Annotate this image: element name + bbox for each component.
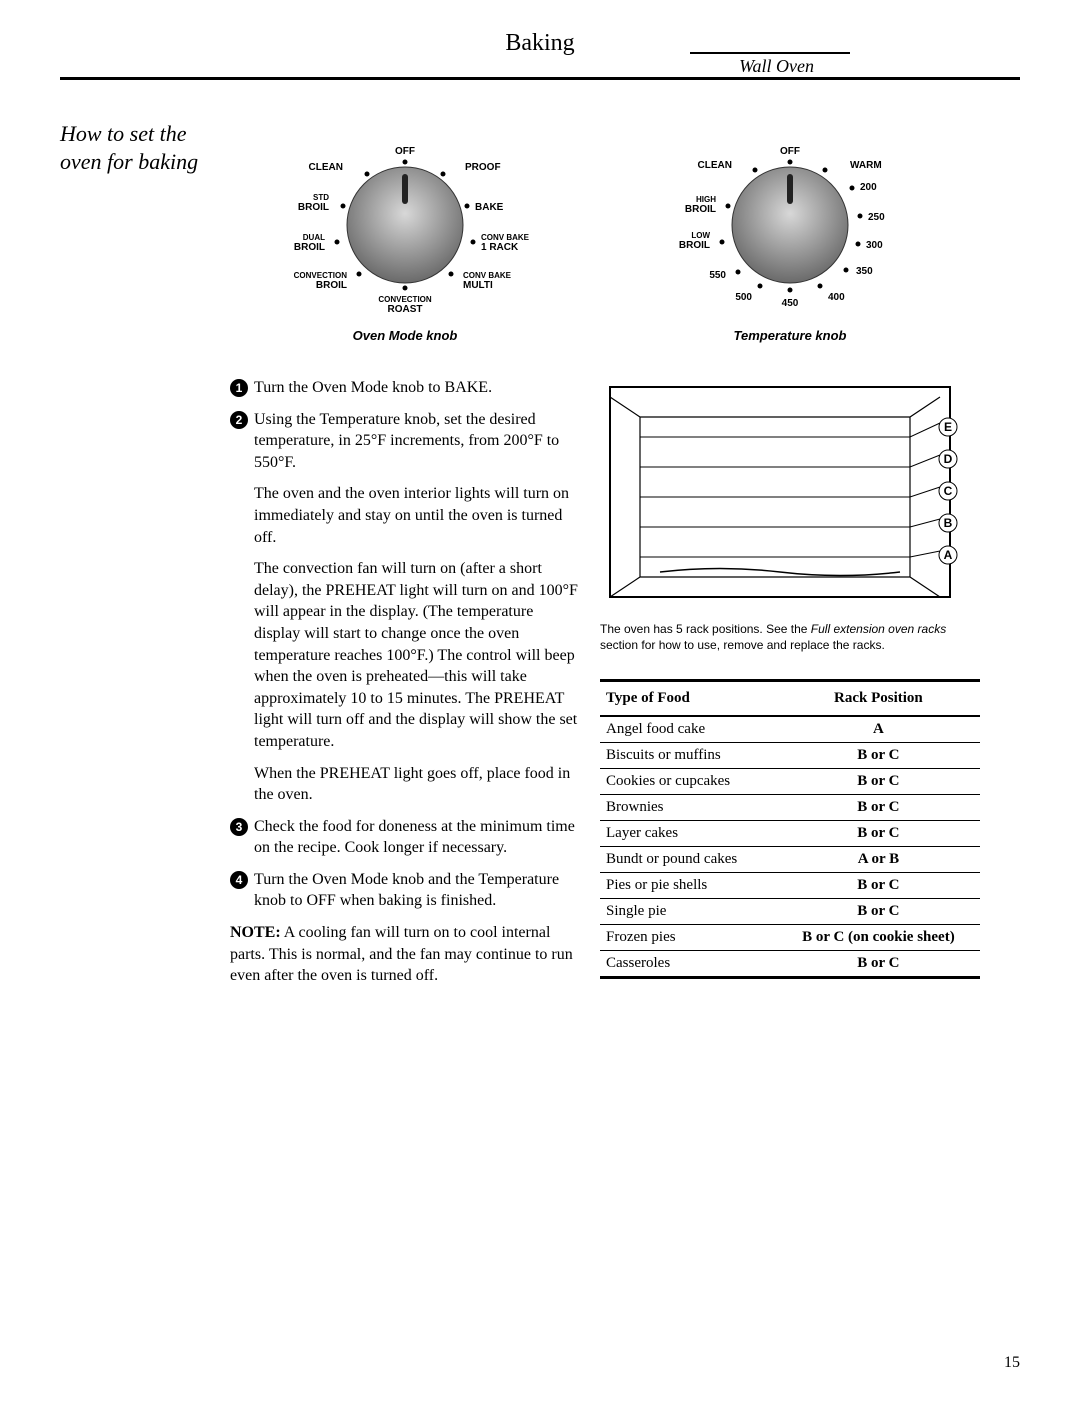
svg-text:500: 500 (735, 292, 752, 303)
svg-text:WARM: WARM (850, 160, 882, 171)
food-type: Pies or pie shells (600, 873, 777, 899)
paragraph: The convection fan will turn on (after a… (254, 558, 580, 752)
svg-text:PROOF: PROOF (465, 162, 501, 173)
svg-text:BAKE: BAKE (475, 202, 504, 213)
rack-position: B or C (777, 821, 980, 847)
svg-text:OFF: OFF (395, 146, 415, 157)
svg-text:350: 350 (856, 266, 873, 277)
rack-position-table: Type of Food Rack Position Angel food ca… (600, 679, 980, 979)
svg-text:STD: STD (313, 193, 329, 202)
svg-text:250: 250 (868, 212, 885, 223)
table-row: Layer cakesB or C (600, 821, 980, 847)
table-header: Type of Food (600, 681, 777, 717)
step-num-icon: 2 (230, 411, 248, 429)
svg-text:CONV BAKE: CONV BAKE (463, 271, 512, 280)
svg-text:CLEAN: CLEAN (309, 162, 343, 173)
svg-text:CLEAN: CLEAN (698, 160, 732, 171)
food-type: Bundt or pound cakes (600, 847, 777, 873)
table-row: Frozen piesB or C (on cookie sheet) (600, 925, 980, 951)
rack-position: B or C (777, 873, 980, 899)
section-heading: How to set the oven for baking (60, 120, 230, 175)
rack-position: B or C (on cookie sheet) (777, 925, 980, 951)
food-type: Layer cakes (600, 821, 777, 847)
svg-text:400: 400 (828, 292, 845, 303)
table-row: Single pieB or C (600, 899, 980, 925)
step-4: 4 Turn the Oven Mode knob and the Temper… (230, 869, 580, 912)
svg-text:CONVECTION: CONVECTION (294, 271, 348, 280)
svg-text:BROIL: BROIL (316, 280, 347, 291)
step-text: Check the food for doneness at the minim… (254, 816, 580, 859)
svg-text:550: 550 (709, 270, 726, 281)
svg-text:B: B (944, 516, 953, 530)
food-type: Biscuits or muffins (600, 743, 777, 769)
note-text: A cooling fan will turn on to cool inter… (230, 924, 573, 984)
svg-text:BROIL: BROIL (294, 242, 325, 253)
rack-position: B or C (777, 769, 980, 795)
table-row: Bundt or pound cakesA or B (600, 847, 980, 873)
rack-position: B or C (777, 899, 980, 925)
svg-text:E: E (944, 420, 952, 434)
svg-text:450: 450 (782, 298, 799, 309)
svg-text:MULTI: MULTI (463, 280, 493, 291)
table-row: Pies or pie shellsB or C (600, 873, 980, 899)
rack-position: B or C (777, 795, 980, 821)
divider: Wall Oven (60, 77, 1020, 80)
svg-text:CONV BAKE: CONV BAKE (481, 233, 530, 242)
food-type: Angel food cake (600, 716, 777, 743)
food-type: Casseroles (600, 951, 777, 978)
paragraph: When the PREHEAT light goes off, place f… (254, 763, 580, 806)
svg-text:300: 300 (866, 240, 883, 251)
table-row: Biscuits or muffinsB or C (600, 743, 980, 769)
step-3: 3 Check the food for doneness at the min… (230, 816, 580, 859)
svg-text:OFF: OFF (780, 146, 800, 157)
mode-knob-caption: Oven Mode knob (230, 328, 580, 343)
rack-position: B or C (777, 743, 980, 769)
rack-caption: The oven has 5 rack positions. See the F… (600, 622, 980, 653)
step-text: Turn the Oven Mode knob to BAKE. (254, 377, 580, 399)
note-label: NOTE: (230, 924, 281, 941)
step-text: Using the Temperature knob, set the desi… (254, 409, 580, 474)
food-type: Single pie (600, 899, 777, 925)
page-title: Baking (60, 30, 1020, 57)
svg-text:HIGH: HIGH (696, 195, 716, 204)
svg-text:D: D (944, 452, 953, 466)
svg-text:CONVECTION: CONVECTION (378, 295, 432, 304)
step-num-icon: 3 (230, 818, 248, 836)
rack-diagram: E D C B A The oven has 5 rack positions.… (600, 377, 980, 653)
svg-text:LOW: LOW (691, 231, 710, 240)
food-type: Cookies or cupcakes (600, 769, 777, 795)
paragraph: The oven and the oven interior lights wi… (254, 483, 580, 548)
food-type: Brownies (600, 795, 777, 821)
step-num-icon: 1 (230, 379, 248, 397)
svg-text:BROIL: BROIL (298, 202, 329, 213)
table-row: Cookies or cupcakesB or C (600, 769, 980, 795)
rack-position: B or C (777, 951, 980, 978)
svg-text:C: C (944, 484, 953, 498)
svg-text:ROAST: ROAST (388, 304, 423, 315)
svg-text:DUAL: DUAL (303, 233, 325, 242)
svg-text:BROIL: BROIL (679, 240, 710, 251)
table-row: CasserolesB or C (600, 951, 980, 978)
step-text: Turn the Oven Mode knob and the Temperat… (254, 869, 580, 912)
rack-position: A (777, 716, 980, 743)
table-header: Rack Position (777, 681, 980, 717)
subtitle: Wall Oven (733, 56, 820, 77)
temperature-knob-diagram: OFF CLEAN WARM 200 HIGH BROIL 250 LOW BR… (600, 120, 980, 343)
step-1: 1 Turn the Oven Mode knob to BAKE. (230, 377, 580, 399)
table-row: Angel food cakeA (600, 716, 980, 743)
svg-text:1 RACK: 1 RACK (481, 242, 519, 253)
page-number: 15 (1004, 1354, 1020, 1372)
step-num-icon: 4 (230, 871, 248, 889)
oven-mode-knob-diagram: OFF CLEAN PROOF STD BROIL BAKE DUAL BROI… (230, 120, 580, 343)
svg-text:A: A (944, 548, 953, 562)
svg-text:200: 200 (860, 182, 877, 193)
table-row: BrowniesB or C (600, 795, 980, 821)
svg-text:BROIL: BROIL (685, 204, 716, 215)
step-2: 2 Using the Temperature knob, set the de… (230, 409, 580, 474)
rack-position: A or B (777, 847, 980, 873)
note: NOTE: A cooling fan will turn on to cool… (230, 922, 580, 987)
temp-knob-caption: Temperature knob (600, 328, 980, 343)
food-type: Frozen pies (600, 925, 777, 951)
